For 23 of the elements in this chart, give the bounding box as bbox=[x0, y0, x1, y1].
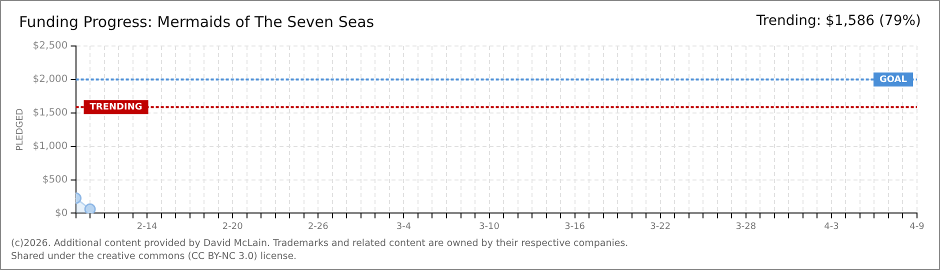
x-tick-label: 2-20 bbox=[222, 222, 244, 232]
y-tick-label: $2,500 bbox=[32, 40, 68, 52]
y-tick-label: $1,000 bbox=[32, 140, 68, 152]
chart-subtitle: Trending: $1,586 (79%) bbox=[756, 13, 921, 29]
ref-line-label: TRENDING bbox=[90, 102, 142, 112]
chart-title: Funding Progress: Mermaids of The Seven Seas bbox=[19, 13, 374, 31]
x-tick-label: 3-28 bbox=[736, 222, 756, 232]
x-tick-label: 3-4 bbox=[396, 222, 412, 232]
y-tick-label: $1,500 bbox=[32, 107, 68, 118]
y-tick-label: $0 bbox=[55, 208, 68, 219]
x-tick-label: 2-14 bbox=[136, 222, 158, 232]
y-axis-title: PLEDGED bbox=[16, 108, 26, 151]
x-tick-label: 3-22 bbox=[650, 222, 671, 232]
x-tick-label: 2-26 bbox=[308, 222, 329, 232]
x-tick-label: 3-16 bbox=[564, 222, 586, 232]
y-tick-label: $2,000 bbox=[32, 74, 68, 86]
x-tick-label: 4-3 bbox=[824, 222, 839, 232]
ref-line-label: GOAL bbox=[880, 74, 908, 85]
text: (c)2026. Additional content provided by David McLain. Trademarks and related content are owned by their respective companies. bbox=[11, 237, 628, 250]
x-tick-label: 4-9 bbox=[910, 222, 925, 232]
text: Shared under the creative commons (CC BY-NC 3.0) license. bbox=[11, 250, 298, 263]
y-tick-label: $500 bbox=[42, 174, 68, 186]
x-tick-label: 3-10 bbox=[479, 222, 500, 232]
